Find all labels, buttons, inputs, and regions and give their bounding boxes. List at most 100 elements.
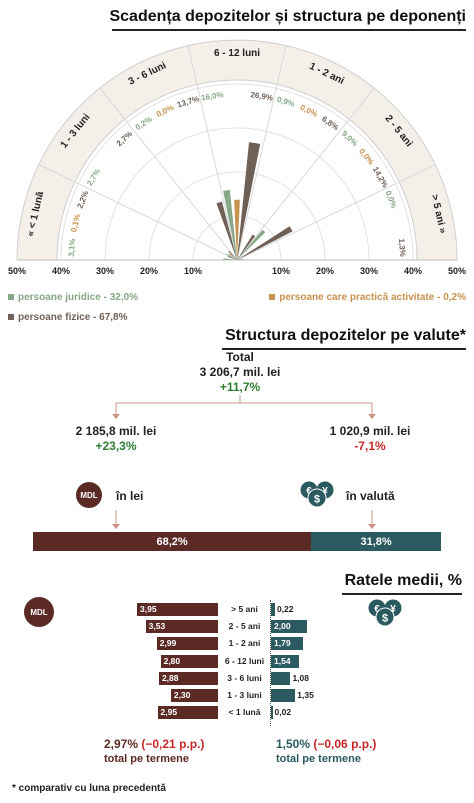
wedge-juridice <box>237 229 266 260</box>
rate-bar-lei: 2,95 <box>157 706 218 720</box>
section3-underline <box>342 593 462 595</box>
legend-label-juridice: persoane juridice - 32,0% <box>18 292 139 303</box>
rate-term-label: 3 - 6 luni <box>227 672 262 683</box>
share-bar: 68,2% 31,8% <box>33 532 441 551</box>
radial-value-label: 9,0% <box>340 129 359 148</box>
legend-label-activitate: persoane care practică activitate - 0,2% <box>279 292 466 303</box>
wedge-fizice <box>227 256 237 260</box>
valuta-change: -7,1% <box>354 439 386 453</box>
rate-bar-lei: 2,80 <box>160 654 218 668</box>
radial-value-label: 2,7% <box>115 129 134 148</box>
radial-sector-line <box>38 164 238 261</box>
rate-value-valuta: 1,54 <box>274 655 291 666</box>
rate-value-lei: 3,53 <box>148 621 166 632</box>
rate-value-valuta: 1,08 <box>292 672 309 683</box>
valuta-label: în valută <box>346 489 395 503</box>
radial-value-label: 16,0% <box>200 90 224 102</box>
wedge-juridice <box>223 189 237 260</box>
svg-text:€: € <box>306 486 312 497</box>
lei-label: în lei <box>116 489 144 503</box>
wedge-fizice <box>237 259 243 260</box>
rate-value-valuta: 1,79 <box>274 638 291 649</box>
radial-value-label: 0,0% <box>155 103 175 119</box>
legend-label-fizice: persoane fizice - 67,8% <box>18 312 128 323</box>
rate-value-valuta: 2,00 <box>274 621 291 632</box>
section2-title: Structura depozitelor pe valute* <box>225 327 466 344</box>
radial-value-label: 0,9% <box>276 95 296 109</box>
lei-change: +23,3% <box>95 439 137 453</box>
legend-swatch-juridice <box>8 294 14 301</box>
radial-outer-ring <box>16 39 458 261</box>
radial-axis-tick: 10% <box>272 266 290 276</box>
radial-value-label: 26,9% <box>250 90 274 102</box>
rate-term-label: 2 - 5 ani <box>228 621 261 632</box>
wedge-juridice <box>237 256 239 260</box>
svg-text:¥: ¥ <box>322 486 328 497</box>
rate-value-lei: 2,88 <box>161 672 179 683</box>
svg-text:$: $ <box>382 613 388 625</box>
share-bar-lei: 68,2% <box>33 532 312 551</box>
lei-total-change: (−0,21 p.p.) <box>141 737 205 751</box>
footnote: * comparativ cu luna precedentă <box>12 783 166 794</box>
legend-swatch-fizice <box>8 314 14 321</box>
lei-total-value: 2,97% <box>104 737 139 751</box>
radial-sector-line <box>187 45 238 261</box>
lei-total-label: total pe termene <box>104 753 189 765</box>
wedge-activitate <box>234 199 240 260</box>
radial-value-label: 0,0% <box>384 189 399 209</box>
rate-bar-lei: 2,30 <box>170 689 218 702</box>
radial-axis-tick: 20% <box>140 266 158 276</box>
radial-value-label: 0,2% <box>134 114 154 132</box>
rate-value-valuta: 0,02 <box>274 707 292 718</box>
radial-sector-line <box>236 87 375 261</box>
total-change: +11,7% <box>219 380 261 394</box>
legend-swatch-activitate <box>269 294 276 301</box>
rate-term-label: < 1 lună <box>228 707 261 718</box>
currency-icon-rates: € ¥ $ <box>368 599 402 627</box>
share-bar-valuta: 31,8% <box>311 532 441 551</box>
lei-value: 2 185,8 mil. lei <box>75 424 157 438</box>
radial-value-label: 13,7% <box>176 94 200 109</box>
radial-value-label: 3,1% <box>67 238 77 257</box>
rate-value-lei: 2,99 <box>159 638 177 649</box>
radial-value-label: 0,0% <box>299 103 319 119</box>
total-label: Total <box>226 350 254 364</box>
share-bar-valuta-label: 31,8% <box>360 535 392 548</box>
rate-value-lei: 2,30 <box>173 690 191 700</box>
radial-value-label: 0,0% <box>357 147 375 167</box>
currency-icon: € ¥ $ <box>300 481 334 508</box>
radial-value-label: 0,1% <box>69 213 82 233</box>
radial-value-label: 6,8% <box>320 114 340 132</box>
rate-value-valuta: 1,35 <box>297 690 314 700</box>
svg-text:¥: ¥ <box>390 604 396 615</box>
rate-bar-lei: 3,53 <box>145 620 218 634</box>
section3-title: Ratele medii, % <box>344 572 462 589</box>
mdl-badge-rates: MDL <box>24 597 54 627</box>
valuta-total-label: total pe termene <box>276 753 361 765</box>
rate-term-label: 6 - 12 luni <box>224 655 265 666</box>
radial-sector-line <box>236 164 436 261</box>
radial-axis-tick: 20% <box>316 266 334 276</box>
rate-bar-lei: 2,99 <box>156 637 218 651</box>
wedge-fizice <box>237 226 293 260</box>
mdl-badge: MDL <box>76 482 102 508</box>
rate-value-valuta: 0,22 <box>276 604 294 614</box>
section2-underline <box>222 348 466 350</box>
radial-axis-tick: 10% <box>184 266 202 276</box>
lei-total: 2,97% (−0,21 p.p.) <box>104 737 204 751</box>
radial-axis-tick: 30% <box>360 266 378 276</box>
radial-value-label: 2,7% <box>85 167 102 187</box>
valuta-total: 1,50% (−0,06 p.p.) <box>276 737 376 751</box>
section1-title: Scadența depozitelor și structura pe dep… <box>109 8 466 25</box>
wedge-juridice <box>236 259 237 260</box>
rate-bar-valuta <box>271 654 299 668</box>
rate-bar-lei: 2,88 <box>158 671 218 685</box>
radial-sector-line <box>99 87 238 261</box>
radial-axis-tick: 40% <box>52 266 70 276</box>
valuta-value: 1 020,9 mil. lei <box>329 424 411 438</box>
legend-activitate: persoane care practică activitate - 0,2% <box>269 292 466 303</box>
radial-gridline <box>104 127 370 261</box>
rate-term-label: 1 - 3 luni <box>227 690 262 700</box>
wedge-fizice <box>228 250 237 260</box>
section1-underline <box>112 29 466 31</box>
